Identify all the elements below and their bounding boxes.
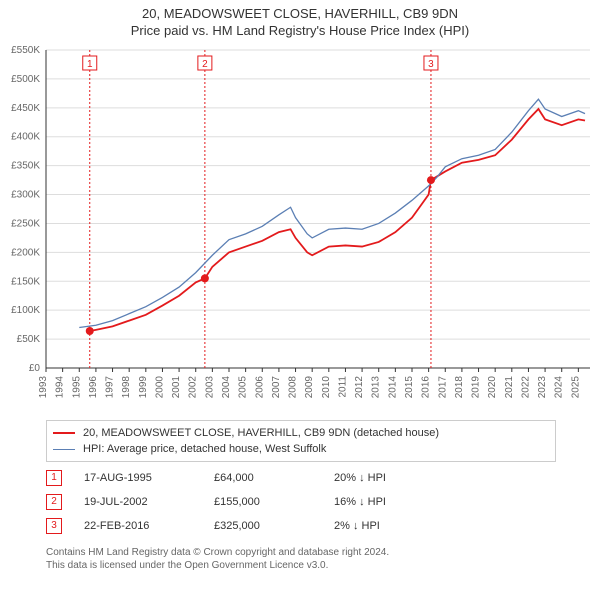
svg-text:2022: 2022 xyxy=(520,376,531,399)
svg-text:£300K: £300K xyxy=(11,190,40,201)
svg-text:2011: 2011 xyxy=(337,376,348,398)
attribution-line-2: This data is licensed under the Open Gov… xyxy=(46,559,389,572)
svg-text:2012: 2012 xyxy=(354,376,365,399)
event-badge: 2 xyxy=(46,494,62,510)
sale-event-row: 1 17-AUG-1995£64,00020% ↓ HPI xyxy=(46,466,556,490)
svg-text:1995: 1995 xyxy=(71,376,82,399)
event-hpi-diff: 16% ↓ HPI xyxy=(334,496,386,508)
price-chart: £0 £50K £100K £150K £200K £250K £300K £350K £400… xyxy=(0,44,600,414)
svg-text:2017: 2017 xyxy=(437,376,448,399)
svg-text:1998: 1998 xyxy=(121,376,132,399)
attribution-line-1: Contains HM Land Registry data © Crown c… xyxy=(46,546,389,559)
svg-text:2021: 2021 xyxy=(504,376,515,399)
svg-text:3: 3 xyxy=(428,59,434,70)
svg-text:2008: 2008 xyxy=(288,376,299,399)
series-property xyxy=(90,109,585,331)
event-price: £64,000 xyxy=(214,472,334,484)
svg-text:2025: 2025 xyxy=(570,376,581,399)
event-hpi-diff: 2% ↓ HPI xyxy=(334,520,380,532)
svg-text:£0: £0 xyxy=(29,363,41,374)
svg-text:£550K: £550K xyxy=(11,45,40,56)
data-attribution: Contains HM Land Registry data © Crown c… xyxy=(46,546,389,572)
sale-event-row: 3 22-FEB-2016£325,0002% ↓ HPI xyxy=(46,514,556,538)
legend-swatch xyxy=(53,449,75,450)
svg-text:2009: 2009 xyxy=(304,376,315,399)
svg-text:£350K: £350K xyxy=(11,161,40,172)
event-date: 17-AUG-1995 xyxy=(84,472,214,484)
svg-text:2006: 2006 xyxy=(254,376,265,399)
svg-text:£250K: £250K xyxy=(11,218,40,229)
svg-text:1993: 1993 xyxy=(38,376,49,399)
event-date: 19-JUL-2002 xyxy=(84,496,214,508)
legend-row: HPI: Average price, detached house, West… xyxy=(53,441,549,457)
series-hpi xyxy=(79,99,585,327)
legend-label: HPI: Average price, detached house, West… xyxy=(83,441,326,457)
svg-text:2023: 2023 xyxy=(537,376,548,399)
svg-text:2001: 2001 xyxy=(171,376,182,399)
svg-text:2007: 2007 xyxy=(271,376,282,399)
svg-text:£150K: £150K xyxy=(11,276,40,287)
event-price: £325,000 xyxy=(214,520,334,532)
svg-text:2015: 2015 xyxy=(404,376,415,399)
svg-text:£400K: £400K xyxy=(11,132,40,143)
event-price: £155,000 xyxy=(214,496,334,508)
svg-text:2020: 2020 xyxy=(487,376,498,399)
svg-text:1999: 1999 xyxy=(138,376,149,399)
svg-text:2005: 2005 xyxy=(238,376,249,399)
svg-text:£200K: £200K xyxy=(11,247,40,258)
sale-event-row: 2 19-JUL-2002£155,00016% ↓ HPI xyxy=(46,490,556,514)
svg-text:1994: 1994 xyxy=(55,376,66,399)
legend-swatch xyxy=(53,432,75,434)
svg-text:2: 2 xyxy=(202,59,208,70)
svg-text:£450K: £450K xyxy=(11,103,40,114)
svg-text:2019: 2019 xyxy=(471,376,482,399)
svg-text:2024: 2024 xyxy=(554,376,565,399)
svg-text:2003: 2003 xyxy=(204,376,215,399)
legend-row: 20, MEADOWSWEET CLOSE, HAVERHILL, CB9 9D… xyxy=(53,425,549,441)
svg-text:1997: 1997 xyxy=(105,376,116,399)
sale-events-table: 1 17-AUG-1995£64,00020% ↓ HPI 2 19-JUL-2002… xyxy=(46,466,556,538)
chart-title-block: 20, MEADOWSWEET CLOSE, HAVERHILL, CB9 9D… xyxy=(0,0,600,38)
svg-text:2014: 2014 xyxy=(387,376,398,399)
chart-legend: 20, MEADOWSWEET CLOSE, HAVERHILL, CB9 9D… xyxy=(46,420,556,462)
svg-text:2013: 2013 xyxy=(371,376,382,399)
svg-text:1996: 1996 xyxy=(88,376,99,399)
event-badge: 3 xyxy=(46,518,62,534)
svg-text:2000: 2000 xyxy=(154,376,165,399)
event-hpi-diff: 20% ↓ HPI xyxy=(334,472,386,484)
svg-text:£500K: £500K xyxy=(11,74,40,85)
svg-text:2002: 2002 xyxy=(188,376,199,399)
chart-subtitle: Price paid vs. HM Land Registry's House … xyxy=(0,23,600,38)
svg-text:2004: 2004 xyxy=(221,376,232,399)
svg-text:2018: 2018 xyxy=(454,376,465,399)
svg-text:£100K: £100K xyxy=(11,305,40,316)
svg-text:£50K: £50K xyxy=(17,334,41,345)
chart-title: 20, MEADOWSWEET CLOSE, HAVERHILL, CB9 9D… xyxy=(0,6,600,21)
legend-label: 20, MEADOWSWEET CLOSE, HAVERHILL, CB9 9D… xyxy=(83,425,439,441)
svg-text:2010: 2010 xyxy=(321,376,332,399)
event-badge: 1 xyxy=(46,470,62,486)
svg-text:2016: 2016 xyxy=(421,376,432,399)
svg-text:1: 1 xyxy=(87,59,93,70)
event-date: 22-FEB-2016 xyxy=(84,520,214,532)
